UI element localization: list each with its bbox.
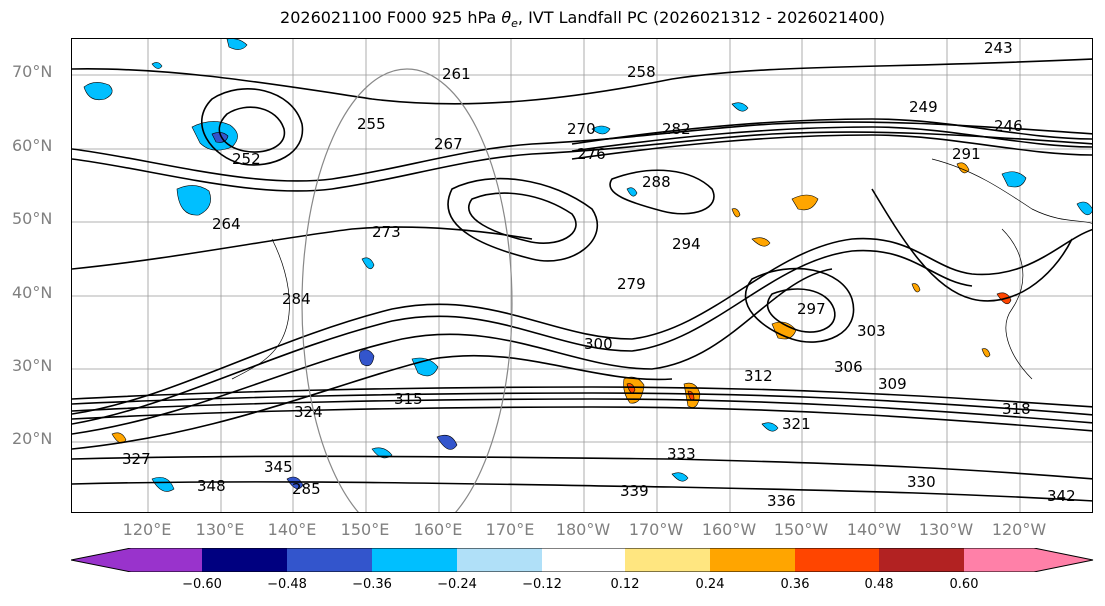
contour-label: 336 [767, 492, 796, 510]
contour-label: 324 [294, 403, 323, 421]
graticule [72, 39, 1092, 512]
contour-label: 291 [952, 145, 981, 163]
map-canvas: 243 249 246 252 255 258 261 264 267 270 … [72, 39, 1092, 512]
colorbar-tick-label: 0.24 [695, 577, 725, 592]
landfall-region-outline [301, 68, 513, 512]
colorbar-segment [625, 548, 710, 572]
colorbar-tick-label: −0.12 [522, 577, 562, 592]
contour-label: 261 [442, 65, 471, 83]
contour-label: 339 [620, 482, 649, 500]
lon-label-130w: 130°W [918, 520, 974, 539]
contour-label: 321 [782, 415, 811, 433]
lon-label-170w: 170°W [628, 520, 684, 539]
lat-label-60n: 60°N [12, 136, 53, 155]
contour-label: 249 [909, 98, 938, 116]
contour-label: 243 [984, 39, 1013, 57]
contour-label: 333 [667, 445, 696, 463]
colorbar-outline [71, 548, 1094, 572]
lon-label-150w: 150°W [773, 520, 829, 539]
contour-label: 300 [584, 335, 613, 353]
colorbar-segment [795, 548, 879, 572]
contour-label: 282 [662, 120, 691, 138]
contour-label: 288 [642, 173, 671, 191]
lon-label-160w: 160°W [701, 520, 757, 539]
contour-label: 309 [878, 375, 907, 393]
contour-label: 297 [797, 300, 826, 318]
lon-label-120w: 120°W [991, 520, 1047, 539]
contour-label: 330 [907, 473, 936, 491]
ivt-shading [83, 39, 1092, 492]
lon-label-170e: 170°E [485, 520, 535, 539]
colorbar-segment [542, 548, 625, 572]
contour-label: 315 [394, 390, 423, 408]
colorbar-tick-label: −0.48 [267, 577, 307, 592]
contour-label: 279 [617, 275, 646, 293]
colorbar-tick-label: −0.24 [437, 577, 477, 592]
lat-label-50n: 50°N [12, 209, 53, 228]
contour-label: 246 [994, 117, 1023, 135]
contour-labels: 243 249 246 252 255 258 261 264 267 270 … [122, 39, 1076, 510]
colorbar-extend-high [964, 548, 1093, 572]
lon-label-140e: 140°E [267, 520, 317, 539]
map-panel: 243 249 246 252 255 258 261 264 267 270 … [71, 38, 1093, 513]
lat-label-70n: 70°N [12, 62, 53, 81]
lat-label-30n: 30°N [12, 356, 53, 375]
contour-label: 267 [434, 135, 463, 153]
contour-label: 303 [857, 322, 886, 340]
contour-label: 284 [282, 290, 311, 308]
lon-label-130e: 130°E [195, 520, 245, 539]
contour-label: 306 [834, 358, 863, 376]
colorbar-tick-label: 0.60 [949, 577, 979, 592]
colorbar-tick-label: 0.48 [864, 577, 894, 592]
lat-label-20n: 20°N [12, 429, 53, 448]
colorbar-segment [710, 548, 795, 572]
colorbar-tick-label: 0.36 [780, 577, 810, 592]
colorbar-tick-label: −0.60 [182, 577, 222, 592]
contour-label: 285 [292, 480, 321, 498]
colorbar-extend-low [71, 548, 202, 572]
lat-label-40n: 40°N [12, 283, 53, 302]
map-title: 2026021100 F000 925 hPa θe, IVT Landfall… [280, 8, 885, 31]
lon-label-150e: 150°E [340, 520, 390, 539]
colorbar-segment [879, 548, 964, 572]
colorbar [71, 548, 1094, 572]
colorbar-tick-label: 0.12 [610, 577, 640, 592]
lon-label-120e: 120°E [122, 520, 172, 539]
contour-label: 342 [1047, 487, 1076, 505]
colorbar-segment [287, 548, 372, 572]
contour-label: 294 [672, 235, 701, 253]
contour-label: 312 [744, 367, 773, 385]
colorbar-segment [202, 548, 287, 572]
theta-e-contours [72, 58, 1092, 502]
lon-label-180w: 180°W [555, 520, 611, 539]
contour-label: 345 [264, 458, 293, 476]
contour-label: 327 [122, 450, 151, 468]
contour-label: 252 [232, 150, 261, 168]
contour-label: 273 [372, 223, 401, 241]
lon-label-160e: 160°E [413, 520, 463, 539]
coastlines [231, 158, 1092, 380]
contour-label: 348 [197, 477, 226, 495]
contour-label: 270 [567, 120, 596, 138]
lon-label-140w: 140°W [846, 520, 902, 539]
colorbar-segment [372, 548, 457, 572]
colorbar-tick-label: −0.36 [352, 577, 392, 592]
contour-label: 258 [627, 63, 656, 81]
contour-label: 255 [357, 115, 386, 133]
contour-label: 264 [212, 215, 241, 233]
colorbar-segment [457, 548, 542, 572]
contour-label: 318 [1002, 400, 1031, 418]
contour-label: 276 [577, 145, 606, 163]
